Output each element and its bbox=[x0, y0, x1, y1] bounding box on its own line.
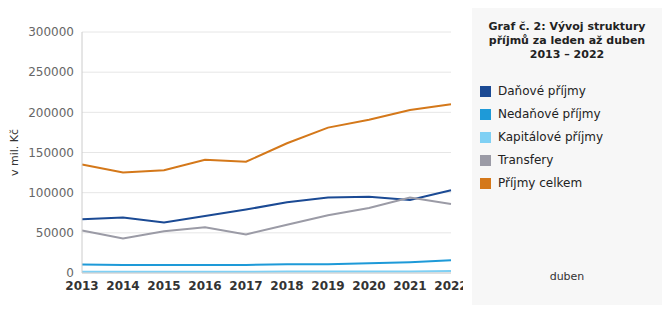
svg-text:v mil. Kč: v mil. Kč bbox=[8, 129, 21, 176]
svg-text:2016: 2016 bbox=[188, 279, 221, 293]
svg-text:2017: 2017 bbox=[229, 279, 262, 293]
html-text:Kapitálové příjmy: Kapitálové příjmy bbox=[498, 130, 603, 144]
html-text:Graf č. 2: Vývoj struktury pří: Graf č. 2: Vývoj struktury příjmů za led… bbox=[488, 20, 646, 61]
svg-text:50000: 50000 bbox=[36, 226, 74, 240]
html-text:Příjmy celkem: Příjmy celkem bbox=[498, 176, 583, 190]
svg-text:0: 0 bbox=[66, 266, 74, 280]
svg-text:250000: 250000 bbox=[28, 65, 74, 79]
svg-text:2013: 2013 bbox=[65, 279, 98, 293]
svg-text:2018: 2018 bbox=[270, 279, 303, 293]
svg-text:2014: 2014 bbox=[106, 279, 139, 293]
html-text:Transfery: Transfery bbox=[498, 153, 554, 167]
svg-text:2020: 2020 bbox=[352, 279, 385, 293]
svg-text:2019: 2019 bbox=[311, 279, 344, 293]
svg-text:2021: 2021 bbox=[393, 279, 426, 293]
svg-text:2015: 2015 bbox=[147, 279, 180, 293]
svg-text:300000: 300000 bbox=[28, 25, 74, 39]
svg-text:100000: 100000 bbox=[28, 186, 74, 200]
html-text:duben: duben bbox=[549, 270, 585, 283]
svg-text:2022: 2022 bbox=[434, 279, 463, 293]
svg-text:150000: 150000 bbox=[28, 146, 74, 160]
html-text:Nedaňové příjmy: Nedaňové příjmy bbox=[498, 107, 601, 121]
svg-text:200000: 200000 bbox=[28, 106, 74, 120]
html-text:Daňové příjmy: Daňové příjmy bbox=[498, 84, 586, 98]
